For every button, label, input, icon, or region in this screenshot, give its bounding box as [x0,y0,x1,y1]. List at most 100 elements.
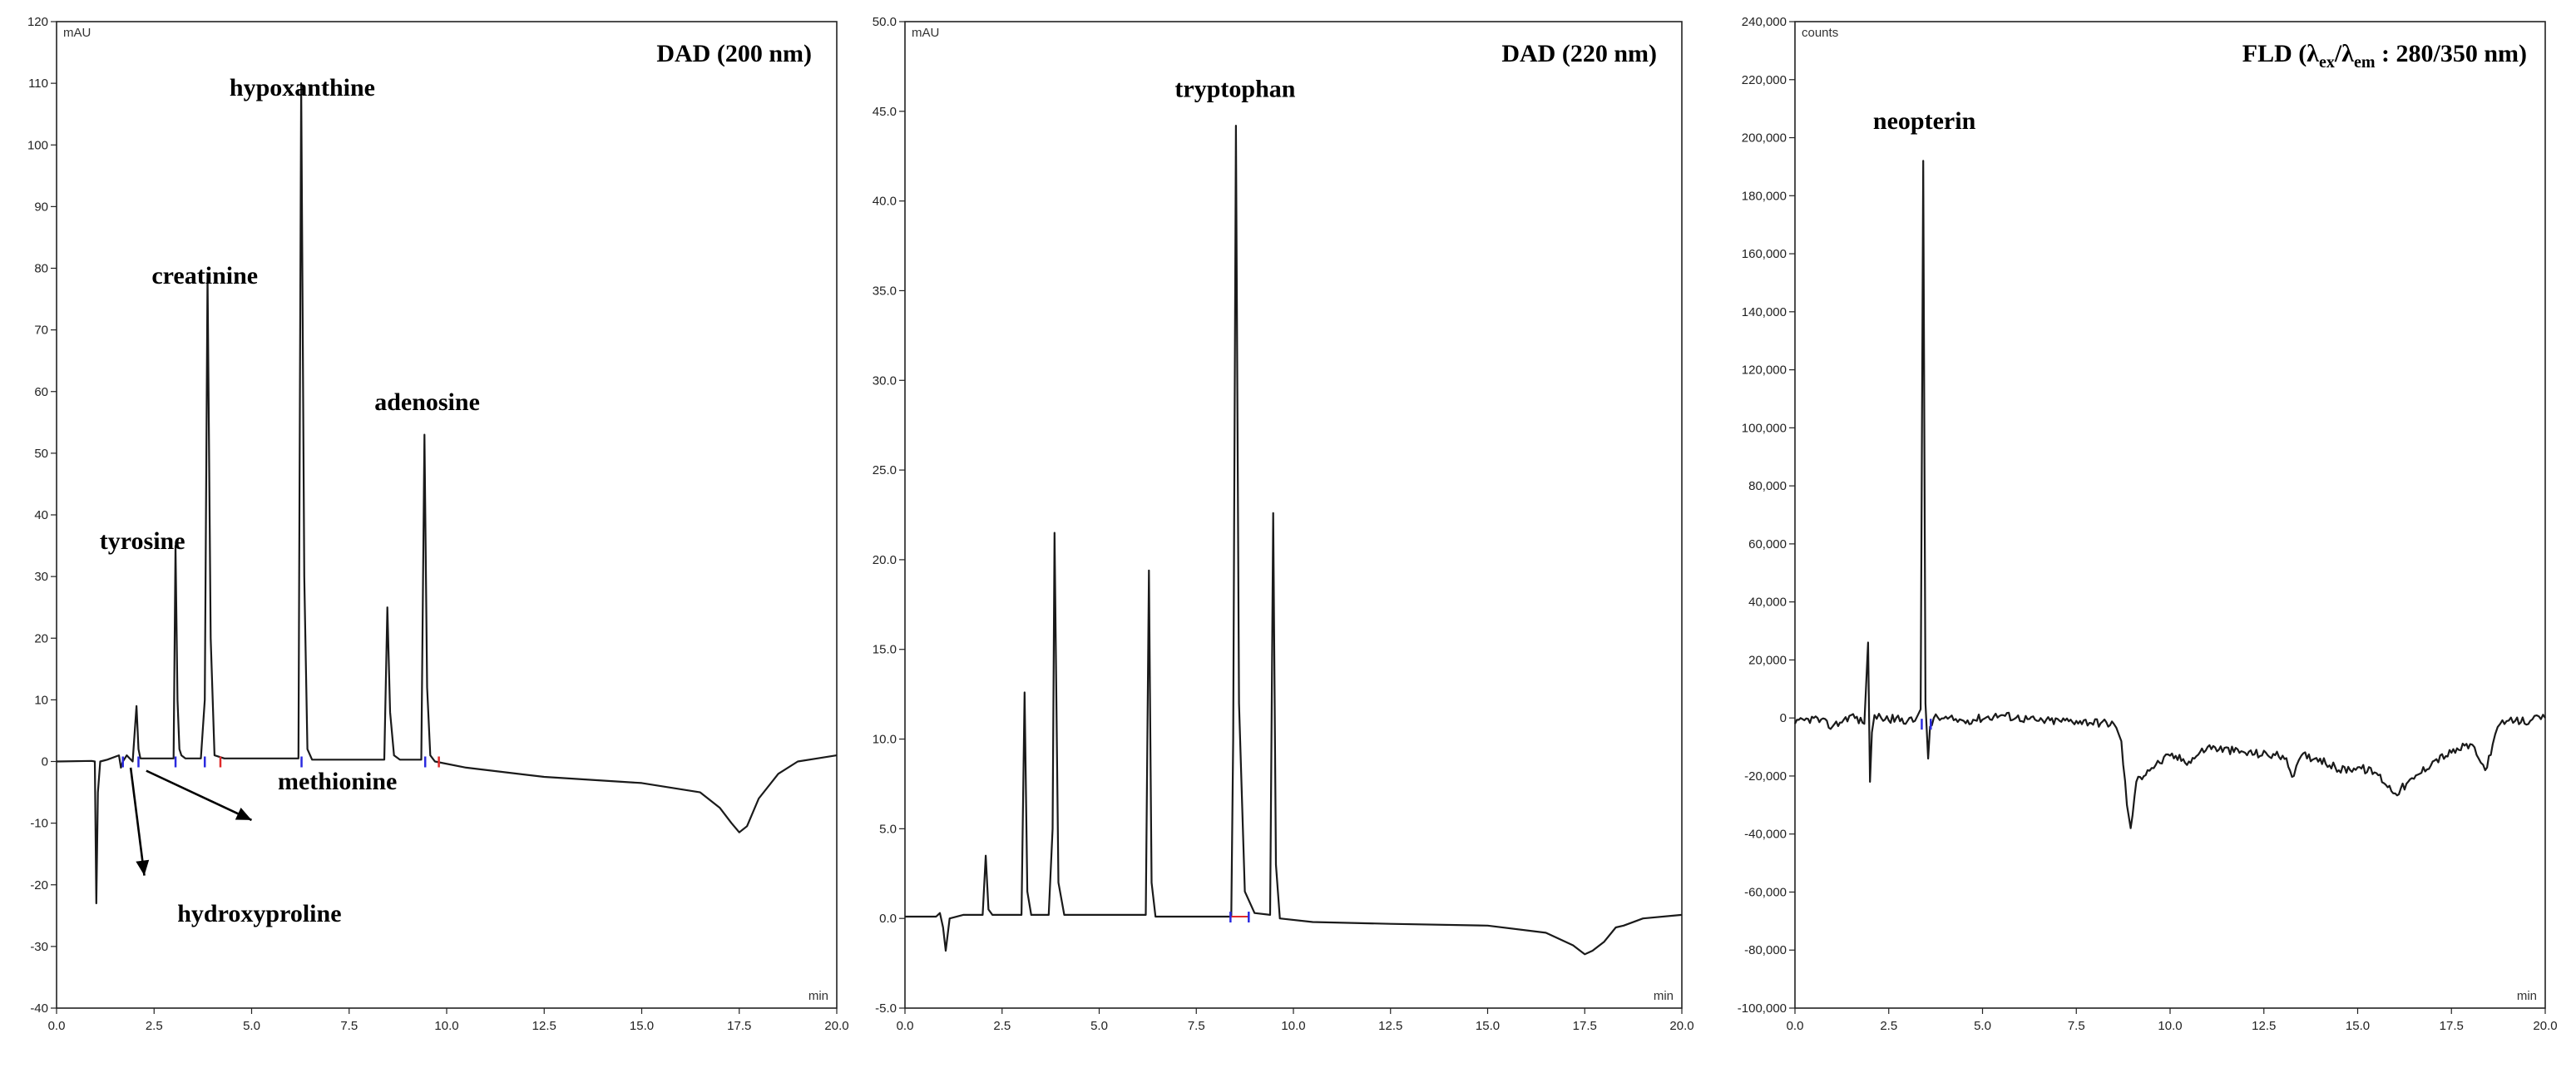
panel-dad-200nm: -40 -30 -20 -10 0 10 20 30 40 50 60 70 80 90 100 110 120… [27,15,849,1033]
y-tick-label: 240,000 [1742,15,1787,29]
x-tick-label: 0.0 [897,1019,914,1033]
y-tick-label: 200,000 [1742,131,1787,146]
y-tick-label: 180,000 [1742,189,1787,203]
x-tick-label: 12.5 [1378,1019,1402,1033]
peak-label-tyrosine: tyrosine [100,527,185,555]
arrow-methionine [146,769,253,822]
y-tick-label: 90 [34,200,48,214]
peak-label-creatinine: creatinine [151,262,258,289]
plot-frame [1794,21,2546,1009]
x-tick-label: 2.5 [993,1019,1011,1033]
y-tick-label: 20 [34,631,48,645]
y-tick-label: 100 [27,138,48,152]
y-tick-label: 20.0 [873,553,897,567]
title-part: (λ [2298,40,2319,67]
y-tick-label: 140,000 [1742,305,1787,319]
x-tick-label: 7.5 [2068,1019,2085,1033]
peak-label-adenosine: adenosine [374,388,480,416]
y-tick-label: 120 [27,15,48,29]
x-tick-label: 17.5 [1573,1019,1597,1033]
chart-title: DAD (200 nm) [656,40,812,67]
y-tick-label: -5.0 [875,1001,897,1016]
y-tick-label: 40.0 [873,195,897,209]
x-tick-label: 20.0 [2533,1019,2557,1033]
peak-label-neopterin: neopterin [1873,107,1976,135]
x-tick-label: 17.5 [727,1019,751,1033]
y-tick-label: 15.0 [873,643,897,657]
peak-label-hypoxanthine: hypoxanthine [230,74,375,101]
x-tick-label: 20.0 [1669,1019,1693,1033]
y-tick-label: -100,000 [1738,1001,1787,1016]
x-unit-label: min [1654,989,1674,1003]
x-tick-label: 5.0 [243,1019,260,1033]
y-tick-label: -80,000 [1744,943,1787,957]
peak-label-tryptophan: tryptophan [1174,76,1295,103]
series-line [905,125,1683,956]
x-unit-label: min [2517,989,2537,1003]
y-tick-label: -10 [30,817,48,831]
y-tick-label: 80,000 [1748,479,1787,493]
x-unit-label: min [808,989,828,1003]
y-tick-label: -40 [30,1001,48,1016]
x-tick-label: 2.5 [146,1019,163,1033]
x-tick-label: 12.5 [532,1019,556,1033]
arrow-hydroxyproline [129,767,146,876]
x-tick-label: 7.5 [340,1019,358,1033]
x-tick-label: 12.5 [2252,1019,2276,1033]
y-tick-label: 100,000 [1742,421,1787,435]
y-tick-label: -40,000 [1744,828,1787,842]
y-tick-label: 50 [34,447,48,461]
y-unit-label: mAU [63,26,91,40]
chart-title: DAD (220 nm) [1501,40,1657,67]
arrow-methionine-head [235,808,252,820]
y-unit-label: mAU [912,26,939,40]
plot-frame [904,21,1683,1009]
y-tick-label: 35.0 [873,284,897,298]
y-tick-label: 80 [34,262,48,276]
x-tick-label: 5.0 [1974,1019,1991,1033]
peak-label-methionine: methionine [278,768,397,795]
x-tick-label: 7.5 [1188,1019,1205,1033]
x-tick-label: 15.0 [2346,1019,2370,1033]
y-tick-label: 25.0 [873,463,897,477]
y-tick-label: -30 [30,940,48,954]
title-subscript: ex [2319,53,2335,72]
title-subscript: em [2354,53,2376,72]
y-tick-label: 120,000 [1742,363,1787,378]
x-tick-label: 0.0 [48,1019,66,1033]
y-tick-label: 10 [34,693,48,707]
y-tick-label: 60,000 [1748,537,1787,551]
y-tick-label: 50.0 [873,15,897,29]
y-tick-label: 0 [1780,711,1787,725]
x-tick-label: 15.0 [1476,1019,1500,1033]
y-tick-label: 0 [42,755,48,769]
x-tick-label: 5.0 [1090,1019,1108,1033]
y-tick-label: 40 [34,508,48,522]
peak-label-hydroxyproline: hydroxyproline [177,900,341,927]
y-tick-label: 110 [28,77,48,91]
y-tick-label: 70 [34,324,48,338]
y-unit-label: counts [1802,26,1838,40]
y-tick-label: 220,000 [1742,73,1787,87]
y-tick-label: 40,000 [1748,596,1787,610]
y-tick-label: -20 [30,878,48,892]
x-tick-label: 15.0 [630,1019,654,1033]
x-tick-label: 10.0 [2158,1019,2182,1033]
x-tick-label: 10.0 [1281,1019,1305,1033]
y-tick-label: 160,000 [1742,247,1787,261]
title-part: : 280/350 nm) [2376,40,2528,67]
panel-fld-280-350nm: -100,000 -80,000 -60,000 -40,000 -20,000 0 20,… [1738,15,2558,1033]
y-tick-label: 20,000 [1748,653,1787,667]
y-tick-label: -60,000 [1744,885,1787,899]
arrow-hydroxyproline-head [136,859,150,876]
x-tick-label: 0.0 [1787,1019,1804,1033]
y-tick-label: 30 [34,570,48,584]
panel-dad-220nm: -5.00.05.010.015.020.025.030.035.040.045… [873,15,1694,1033]
y-tick-label: -20,000 [1744,769,1787,784]
y-tick-label: 45.0 [873,105,897,119]
y-tick-label: 0.0 [879,912,897,926]
title-part: FLD [2242,40,2299,67]
plot-frame [56,21,838,1009]
y-tick-label: 30.0 [873,373,897,388]
